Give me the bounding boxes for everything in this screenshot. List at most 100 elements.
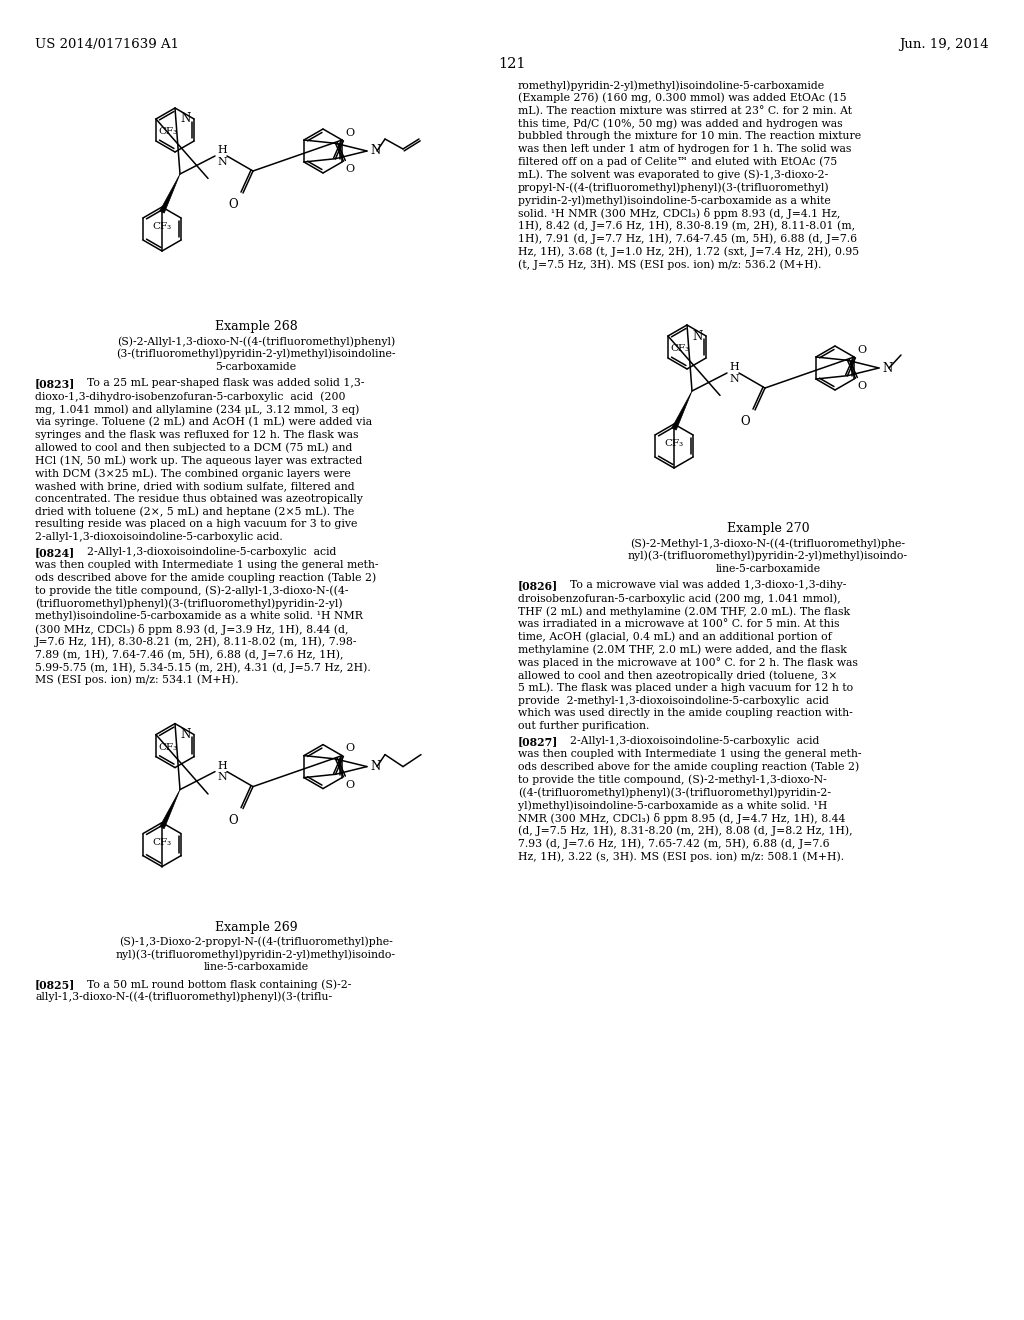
Text: (S)-2-Methyl-1,3-dioxo-N-((4-(trifluoromethyl)phe-: (S)-2-Methyl-1,3-dioxo-N-((4-(trifluorom… [631, 539, 905, 549]
Text: (300 MHz, CDCl₃) δ ppm 8.93 (d, J=3.9 Hz, 1H), 8.44 (d,: (300 MHz, CDCl₃) δ ppm 8.93 (d, J=3.9 Hz… [35, 623, 348, 635]
Text: 2-allyl-1,3-dioxoisoindoline-5-carboxylic acid.: 2-allyl-1,3-dioxoisoindoline-5-carboxyli… [35, 532, 283, 543]
Text: nyl)(3-(trifluoromethyl)pyridin-2-yl)methyl)isoindo-: nyl)(3-(trifluoromethyl)pyridin-2-yl)met… [628, 550, 908, 561]
Text: 5 mL). The flask was placed under a high vacuum for 12 h to: 5 mL). The flask was placed under a high… [518, 682, 853, 693]
Text: nyl)(3-(trifluoromethyl)pyridin-2-yl)methyl)isoindo-: nyl)(3-(trifluoromethyl)pyridin-2-yl)met… [116, 949, 396, 960]
Text: N: N [180, 112, 190, 125]
Text: MS (ESI pos. ion) m/z: 534.1 (M+H).: MS (ESI pos. ion) m/z: 534.1 (M+H). [35, 675, 239, 685]
Text: 2-Allyl-1,3-dioxoisoindoline-5-carboxylic  acid: 2-Allyl-1,3-dioxoisoindoline-5-carboxyli… [87, 546, 336, 557]
Text: Example 269: Example 269 [215, 920, 297, 933]
Text: (Example 276) (160 mg, 0.300 mmol) was added EtOAc (15: (Example 276) (160 mg, 0.300 mmol) was a… [518, 92, 847, 103]
Text: O: O [740, 414, 750, 428]
Text: propyl-N-((4-(trifluoromethyl)phenyl)(3-(trifluoromethyl): propyl-N-((4-(trifluoromethyl)phenyl)(3-… [518, 182, 829, 193]
Text: ((4-(trifluoromethyl)phenyl)(3-(trifluoromethyl)pyridin-2-: ((4-(trifluoromethyl)phenyl)(3-(trifluor… [518, 787, 831, 797]
Text: O: O [345, 128, 354, 137]
Text: methylamine (2.0M THF, 2.0 mL) were added, and the flask: methylamine (2.0M THF, 2.0 mL) were adde… [518, 644, 847, 655]
Text: (trifluoromethyl)phenyl)(3-(trifluoromethyl)pyridin-2-yl): (trifluoromethyl)phenyl)(3-(trifluoromet… [35, 598, 343, 609]
Text: O: O [857, 345, 866, 355]
Text: mg, 1.041 mmol) and allylamine (234 μL, 3.12 mmol, 3 eq): mg, 1.041 mmol) and allylamine (234 μL, … [35, 404, 359, 414]
Text: Jun. 19, 2014: Jun. 19, 2014 [899, 38, 989, 51]
Text: N: N [370, 144, 380, 157]
Text: CF₃: CF₃ [158, 127, 177, 136]
Text: methyl)isoindoline-5-carboxamide as a white solid. ¹H NMR: methyl)isoindoline-5-carboxamide as a wh… [35, 611, 362, 622]
Text: [0826]: [0826] [518, 581, 558, 591]
Text: was then coupled with Intermediate 1 using the general meth-: was then coupled with Intermediate 1 usi… [518, 748, 861, 759]
Text: N: N [180, 729, 190, 741]
Text: H
N: H N [729, 362, 738, 384]
Text: 1H), 8.42 (d, J=7.6 Hz, 1H), 8.30-8.19 (m, 2H), 8.11-8.01 (m,: 1H), 8.42 (d, J=7.6 Hz, 1H), 8.30-8.19 (… [518, 220, 855, 231]
Text: THF (2 mL) and methylamine (2.0M THF, 2.0 mL). The flask: THF (2 mL) and methylamine (2.0M THF, 2.… [518, 606, 850, 616]
Text: Hz, 1H), 3.22 (s, 3H). MS (ESI pos. ion) m/z: 508.1 (M+H).: Hz, 1H), 3.22 (s, 3H). MS (ESI pos. ion)… [518, 851, 844, 862]
Text: H
N: H N [217, 145, 226, 166]
Text: 5-carboxamide: 5-carboxamide [215, 362, 297, 372]
Text: allowed to cool and then azeotropically dried (toluene, 3×: allowed to cool and then azeotropically … [518, 671, 838, 681]
Text: O: O [345, 743, 354, 754]
Text: 5.99-5.75 (m, 1H), 5.34-5.15 (m, 2H), 4.31 (d, J=5.7 Hz, 2H).: 5.99-5.75 (m, 1H), 5.34-5.15 (m, 2H), 4.… [35, 663, 371, 673]
Text: filtered off on a pad of Celite™ and eluted with EtOAc (75: filtered off on a pad of Celite™ and elu… [518, 157, 838, 168]
Text: 121: 121 [499, 57, 525, 71]
Text: allyl-1,3-dioxo-N-((4-(trifluoromethyl)phenyl)(3-(triflu-: allyl-1,3-dioxo-N-((4-(trifluoromethyl)p… [35, 991, 332, 1002]
Text: to provide the title compound, (S)-2-methyl-1,3-dioxo-N-: to provide the title compound, (S)-2-met… [518, 775, 826, 785]
Text: (S)-2-Allyl-1,3-dioxo-N-((4-(trifluoromethyl)phenyl): (S)-2-Allyl-1,3-dioxo-N-((4-(trifluorome… [117, 337, 395, 347]
Text: syringes and the flask was refluxed for 12 h. The flask was: syringes and the flask was refluxed for … [35, 429, 358, 440]
Text: O: O [228, 813, 238, 826]
Text: 7.93 (d, J=7.6 Hz, 1H), 7.65-7.42 (m, 5H), 6.88 (d, J=7.6: 7.93 (d, J=7.6 Hz, 1H), 7.65-7.42 (m, 5H… [518, 838, 829, 849]
Text: line-5-carboxamide: line-5-carboxamide [716, 564, 820, 574]
Text: N: N [882, 362, 892, 375]
Polygon shape [160, 789, 180, 829]
Text: resulting reside was placed on a high vacuum for 3 to give: resulting reside was placed on a high va… [35, 519, 357, 529]
Text: ods described above for the amide coupling reaction (Table 2): ods described above for the amide coupli… [518, 762, 859, 772]
Text: was then coupled with Intermediate 1 using the general meth-: was then coupled with Intermediate 1 usi… [35, 560, 379, 570]
Text: O: O [228, 198, 238, 211]
Text: O: O [857, 381, 866, 391]
Text: with DCM (3×25 mL). The combined organic layers were: with DCM (3×25 mL). The combined organic… [35, 469, 351, 479]
Text: To a microwave vial was added 1,3-dioxo-1,3-dihy-: To a microwave vial was added 1,3-dioxo-… [570, 581, 847, 590]
Text: (d, J=7.5 Hz, 1H), 8.31-8.20 (m, 2H), 8.08 (d, J=8.2 Hz, 1H),: (d, J=7.5 Hz, 1H), 8.31-8.20 (m, 2H), 8.… [518, 825, 853, 836]
Text: H
N: H N [217, 760, 226, 783]
Text: CF₃: CF₃ [665, 440, 684, 447]
Text: 2-Allyl-1,3-dioxoisoindoline-5-carboxylic  acid: 2-Allyl-1,3-dioxoisoindoline-5-carboxyli… [570, 737, 819, 746]
Polygon shape [672, 391, 692, 430]
Text: [0825]: [0825] [35, 979, 76, 990]
Text: dioxo-1,3-dihydro-isobenzofuran-5-carboxylic  acid  (200: dioxo-1,3-dihydro-isobenzofuran-5-carbox… [35, 391, 345, 401]
Text: 7.89 (m, 1H), 7.64-7.46 (m, 5H), 6.88 (d, J=7.6 Hz, 1H),: 7.89 (m, 1H), 7.64-7.46 (m, 5H), 6.88 (d… [35, 649, 343, 660]
Text: allowed to cool and then subjected to a DCM (75 mL) and: allowed to cool and then subjected to a … [35, 442, 352, 453]
Text: CF₃: CF₃ [158, 743, 177, 751]
Text: To a 50 mL round bottom flask containing (S)-2-: To a 50 mL round bottom flask containing… [87, 979, 351, 990]
Text: which was used directly in the amide coupling reaction with-: which was used directly in the amide cou… [518, 709, 853, 718]
Text: to provide the title compound, (S)-2-allyl-1,3-dioxo-N-((4-: to provide the title compound, (S)-2-all… [35, 585, 348, 595]
Text: NMR (300 MHz, CDCl₃) δ ppm 8.95 (d, J=4.7 Hz, 1H), 8.44: NMR (300 MHz, CDCl₃) δ ppm 8.95 (d, J=4.… [518, 813, 846, 824]
Text: N: N [692, 330, 702, 342]
Text: droisobenzofuran-5-carboxylic acid (200 mg, 1.041 mmol),: droisobenzofuran-5-carboxylic acid (200 … [518, 593, 841, 603]
Text: concentrated. The residue thus obtained was azeotropically: concentrated. The residue thus obtained … [35, 494, 362, 504]
Text: was placed in the microwave at 100° C. for 2 h. The flask was: was placed in the microwave at 100° C. f… [518, 657, 858, 668]
Text: 1H), 7.91 (d, J=7.7 Hz, 1H), 7.64-7.45 (m, 5H), 6.88 (d, J=7.6: 1H), 7.91 (d, J=7.7 Hz, 1H), 7.64-7.45 (… [518, 234, 857, 244]
Text: To a 25 mL pear-shaped flask was added solid 1,3-: To a 25 mL pear-shaped flask was added s… [87, 379, 365, 388]
Text: romethyl)pyridin-2-yl)methyl)isoindoline-5-carboxamide: romethyl)pyridin-2-yl)methyl)isoindoline… [518, 81, 825, 91]
Text: this time, Pd/C (10%, 50 mg) was added and hydrogen was: this time, Pd/C (10%, 50 mg) was added a… [518, 119, 843, 129]
Text: time, AcOH (glacial, 0.4 mL) and an additional portion of: time, AcOH (glacial, 0.4 mL) and an addi… [518, 631, 831, 642]
Polygon shape [160, 174, 180, 213]
Text: mL). The reaction mixture was stirred at 23° C. for 2 min. At: mL). The reaction mixture was stirred at… [518, 106, 852, 116]
Text: CF₃: CF₃ [153, 222, 172, 231]
Text: out further purification.: out further purification. [518, 721, 649, 731]
Text: Hz, 1H), 3.68 (t, J=1.0 Hz, 2H), 1.72 (sxt, J=7.4 Hz, 2H), 0.95: Hz, 1H), 3.68 (t, J=1.0 Hz, 2H), 1.72 (s… [518, 247, 859, 257]
Text: mL). The solvent was evaporated to give (S)-1,3-dioxo-2-: mL). The solvent was evaporated to give … [518, 169, 828, 180]
Text: CF₃: CF₃ [670, 345, 689, 352]
Text: [0827]: [0827] [518, 737, 558, 747]
Text: US 2014/0171639 A1: US 2014/0171639 A1 [35, 38, 179, 51]
Text: via syringe. Toluene (2 mL) and AcOH (1 mL) were added via: via syringe. Toluene (2 mL) and AcOH (1 … [35, 417, 372, 428]
Text: washed with brine, dried with sodium sulfate, filtered and: washed with brine, dried with sodium sul… [35, 480, 354, 491]
Text: provide  2-methyl-1,3-dioxoisoindoline-5-carboxylic  acid: provide 2-methyl-1,3-dioxoisoindoline-5-… [518, 696, 829, 706]
Text: Example 270: Example 270 [727, 521, 809, 535]
Text: O: O [345, 780, 354, 789]
Text: was irradiated in a microwave at 100° C. for 5 min. At this: was irradiated in a microwave at 100° C.… [518, 619, 840, 628]
Text: bubbled through the mixture for 10 min. The reaction mixture: bubbled through the mixture for 10 min. … [518, 131, 861, 141]
Text: solid. ¹H NMR (300 MHz, CDCl₃) δ ppm 8.93 (d, J=4.1 Hz,: solid. ¹H NMR (300 MHz, CDCl₃) δ ppm 8.9… [518, 209, 841, 219]
Text: [0824]: [0824] [35, 546, 75, 558]
Text: line-5-carboxamide: line-5-carboxamide [204, 962, 308, 973]
Text: yl)methyl)isoindoline-5-carboxamide as a white solid. ¹H: yl)methyl)isoindoline-5-carboxamide as a… [518, 800, 827, 810]
Text: HCl (1N, 50 mL) work up. The aqueous layer was extracted: HCl (1N, 50 mL) work up. The aqueous lay… [35, 455, 362, 466]
Text: ods described above for the amide coupling reaction (Table 2): ods described above for the amide coupli… [35, 573, 376, 583]
Text: (S)-1,3-Dioxo-2-propyl-N-((4-(trifluoromethyl)phe-: (S)-1,3-Dioxo-2-propyl-N-((4-(trifluorom… [119, 937, 393, 948]
Text: CF₃: CF₃ [153, 838, 172, 846]
